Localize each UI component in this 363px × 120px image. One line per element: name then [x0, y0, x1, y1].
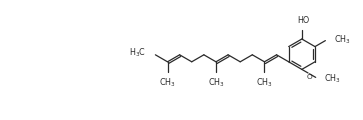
Text: CH$_3$: CH$_3$: [256, 77, 273, 89]
Text: CH$_3$: CH$_3$: [159, 77, 176, 89]
Text: CH$_3$: CH$_3$: [334, 34, 351, 46]
Text: CH$_3$: CH$_3$: [325, 72, 341, 85]
Text: HO: HO: [297, 16, 309, 25]
Text: H$_3$C: H$_3$C: [130, 47, 147, 59]
Text: CH$_3$: CH$_3$: [208, 77, 224, 89]
Text: O: O: [307, 74, 313, 80]
